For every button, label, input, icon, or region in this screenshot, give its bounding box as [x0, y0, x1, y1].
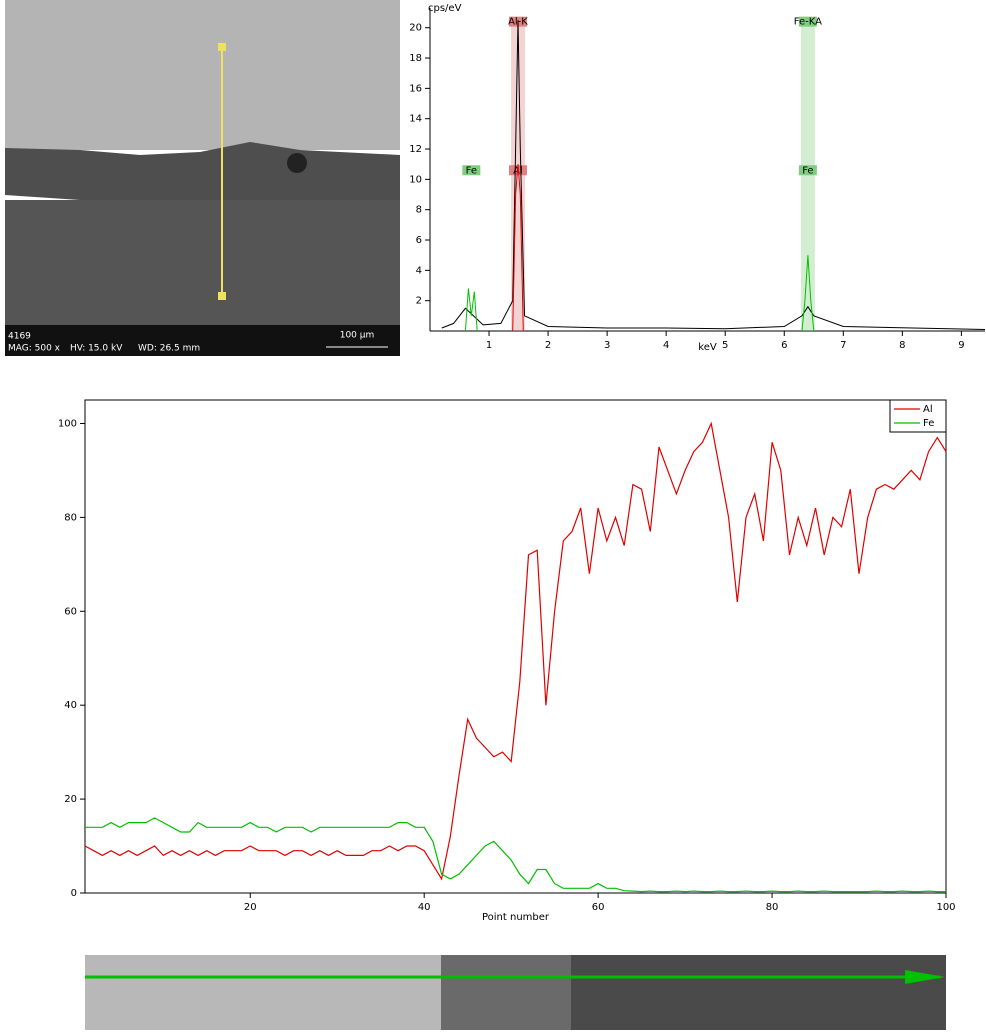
y-tick-label: 80: [64, 512, 77, 523]
y-tick-label: 18: [409, 53, 422, 64]
strip-coating: [85, 955, 441, 1030]
y-tick-label: 20: [409, 23, 422, 34]
x-tick-label: 20: [244, 902, 257, 913]
sem-info-bar: [5, 325, 400, 356]
sem-wd: WD: 26.5 mm: [138, 344, 200, 354]
peak-band: [800, 21, 815, 331]
legend-label: Fe: [923, 418, 934, 429]
sem-id: 4169: [8, 332, 31, 342]
peak-label: Fe: [466, 165, 477, 176]
y-tick-label: 14: [409, 114, 422, 125]
y-tick-label: 10: [409, 174, 422, 185]
sem-coating: [5, 0, 400, 150]
y-tick-label: 0: [71, 888, 77, 899]
y-tick-label: 4: [416, 265, 422, 276]
sem-hv: HV: 15.0 kV: [70, 344, 123, 354]
sem-scale: 100 µm: [340, 331, 375, 341]
x-tick-label: 100: [936, 902, 955, 913]
peak-label: Fe-KA: [794, 17, 822, 28]
x-tick-label: 40: [418, 902, 431, 913]
y-tick-label: 6: [416, 235, 422, 246]
sem-pore: [287, 153, 307, 173]
y-tick-label: 100: [58, 418, 77, 429]
y-tick-label: 60: [64, 606, 77, 617]
series-line: [512, 164, 524, 332]
x-tick-label: 80: [766, 902, 779, 913]
strip-image: [85, 955, 946, 1030]
peak-label: Fe: [802, 165, 813, 176]
series-line: [84, 421, 947, 881]
x-tick-label: 9: [958, 340, 964, 351]
sem-interface: [5, 142, 400, 210]
x-tick-label: 6: [781, 340, 787, 351]
x-tick-label: 3: [604, 340, 610, 351]
x-axis-label: Point number: [482, 912, 550, 923]
x-tick-label: 5: [722, 340, 728, 351]
strip-substrate: [571, 955, 946, 1030]
y-tick-label: 8: [416, 205, 422, 216]
sem-image: 4169 MAG: 500 x HV: 15.0 kV WD: 26.5 mm …: [5, 0, 400, 356]
plot-frame: [84, 399, 947, 894]
legend-box: [889, 399, 947, 433]
sem-substrate: [5, 200, 400, 325]
y-tick-label: 2: [416, 296, 422, 307]
sem-mag: MAG: 500 x: [8, 344, 61, 354]
x-tick-label: 7: [840, 340, 846, 351]
y-axis-label: cps/eV: [428, 3, 462, 14]
series-line: [441, 20, 986, 330]
y-tick-label: 12: [409, 144, 422, 155]
peak-marker: [798, 16, 817, 27]
x-tick-label: 8: [899, 340, 905, 351]
y-tick-label: 16: [409, 83, 422, 94]
series-line: [464, 255, 815, 332]
x-axis-label: keV: [698, 342, 717, 353]
peak-marker: [798, 165, 817, 176]
x-tick-label: 4: [663, 340, 669, 351]
series-line: [85, 817, 946, 893]
x-tick-label: 1: [486, 340, 492, 351]
x-tick-label: 2: [545, 340, 551, 351]
strip-arrowhead: [905, 970, 945, 984]
scan-start: [218, 43, 226, 51]
x-tick-label: 60: [592, 902, 605, 913]
peak-marker: [462, 165, 481, 176]
scan-end: [218, 292, 226, 300]
strip-interface: [441, 955, 571, 1030]
legend-label: Al: [923, 404, 933, 415]
y-tick-label: 40: [64, 700, 77, 711]
y-tick-label: 20: [64, 794, 77, 805]
